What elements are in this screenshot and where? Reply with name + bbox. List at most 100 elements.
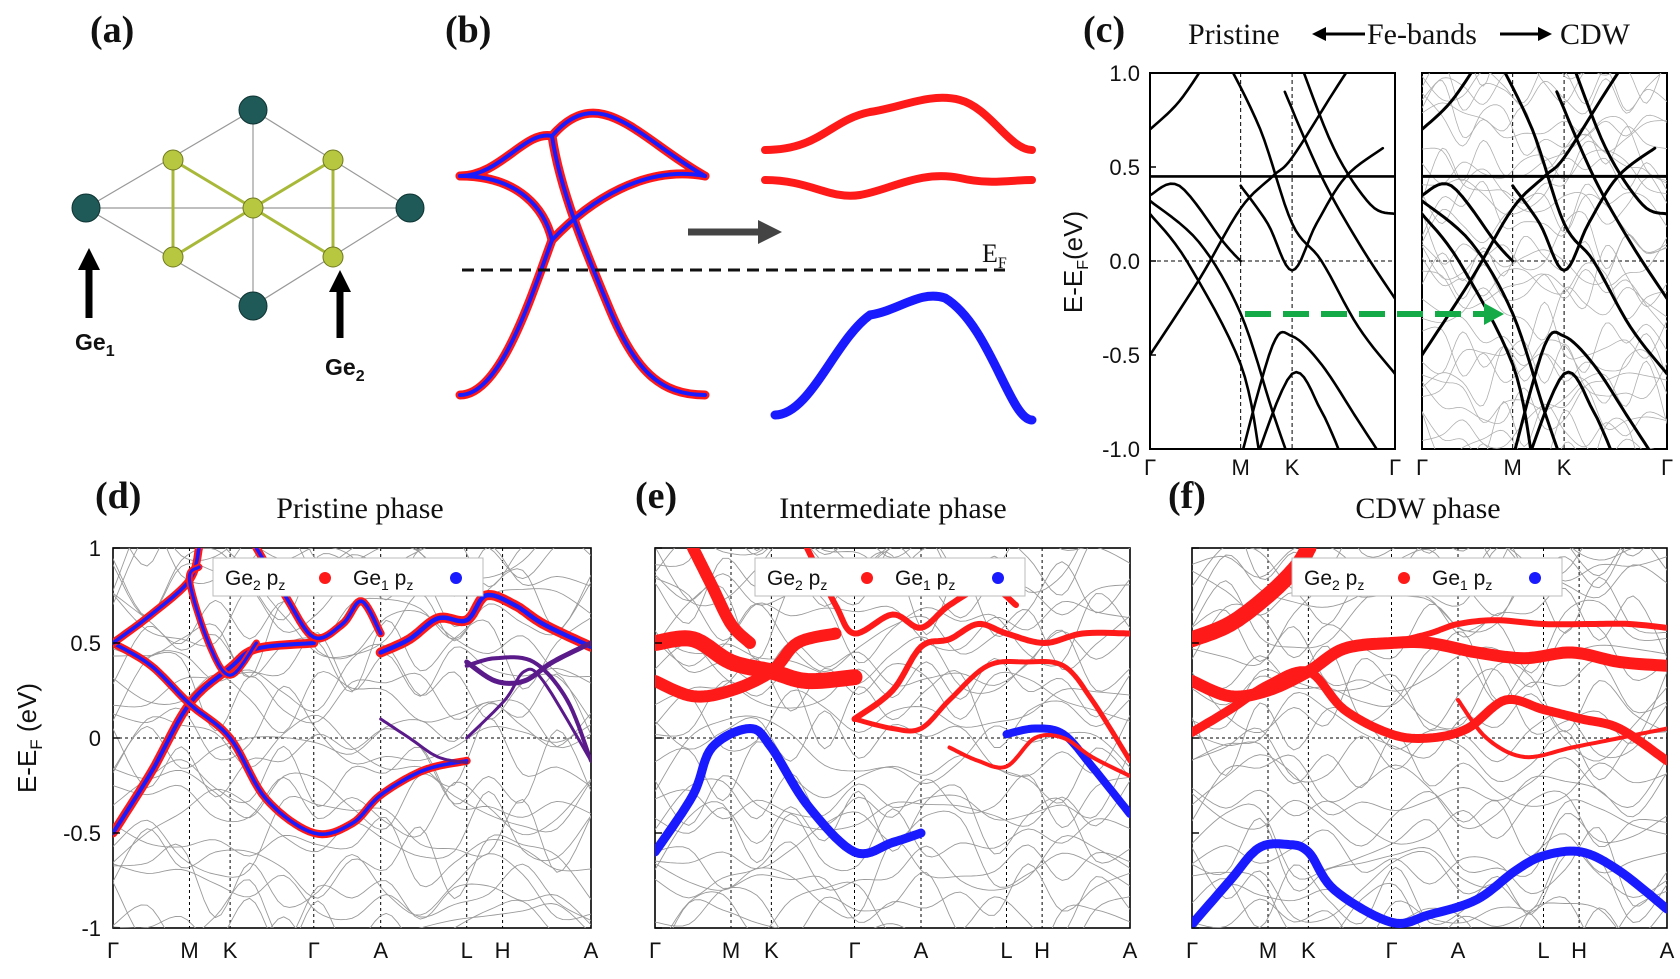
- ge2-atom: [242, 197, 264, 219]
- background-band: [655, 835, 1130, 899]
- fe-atom: [238, 291, 268, 321]
- transition-arrow: [688, 220, 782, 244]
- weak-band: [1476, 417, 1636, 449]
- background-band: [655, 551, 1130, 637]
- legend-box: [1291, 557, 1563, 597]
- weak-band: [1422, 181, 1667, 237]
- fe-band: [1555, 90, 1667, 301]
- background-band: [113, 632, 591, 708]
- weak-band: [1422, 340, 1667, 399]
- ge2-pz-band: [687, 548, 756, 649]
- weak-band: [1422, 157, 1667, 216]
- background-band: [655, 658, 1130, 726]
- fe-band: [1283, 90, 1395, 300]
- background-band: [113, 795, 591, 878]
- panel-a: (a) Ge1: [71, 9, 425, 385]
- background-band: [173, 548, 422, 562]
- ge1-pz-band: [113, 548, 201, 645]
- x-tick-label: Γ: [1661, 455, 1673, 480]
- weak-band: [1422, 140, 1667, 204]
- background-band: [113, 671, 591, 749]
- weak-band: [1422, 236, 1667, 286]
- x-tick-label: Γ: [1385, 938, 1397, 963]
- panel-b-label: (b): [445, 9, 491, 51]
- background-band: [113, 651, 591, 735]
- ge1-pz-band: [113, 641, 469, 836]
- ge2-bonds: [171, 157, 335, 260]
- ge2-label: Ge2: [325, 354, 365, 385]
- panel-c-ylabel: E-EF(eV): [1058, 211, 1092, 313]
- background-band: [655, 669, 1130, 750]
- fe-band: [1150, 182, 1242, 263]
- background-band: [1192, 631, 1667, 708]
- x-tick-label: A: [1123, 938, 1138, 963]
- ge1-pz-band: [378, 592, 591, 655]
- background-band: [655, 751, 1130, 821]
- band-lines: [113, 548, 591, 928]
- background-band: [113, 714, 591, 787]
- x-tick-label: H: [1571, 938, 1587, 963]
- background-band: [113, 863, 591, 921]
- fe-band: [1422, 73, 1473, 131]
- legend-ge2-marker: [1398, 572, 1410, 584]
- x-tick-label: L: [1537, 938, 1549, 963]
- band-lines: [1150, 73, 1395, 449]
- background-band: [113, 843, 591, 921]
- background-band: [655, 582, 1130, 667]
- fe-band: [1511, 146, 1657, 272]
- legend-box: [212, 557, 484, 597]
- panel-e-label: (e): [635, 475, 677, 517]
- ge2-pz-band: [1388, 617, 1667, 646]
- panel-a-label: (a): [90, 9, 134, 51]
- weak-band: [1422, 73, 1667, 115]
- fe-band: [1530, 370, 1613, 449]
- background-band: [113, 617, 591, 693]
- background-band: [1192, 817, 1667, 892]
- ge1-pz-band: [655, 724, 926, 859]
- x-tick-label: Γ: [1389, 455, 1401, 480]
- x-tick-label: M: [722, 938, 740, 963]
- background-band: [655, 784, 1130, 864]
- y-tick-label: 0: [89, 726, 101, 751]
- mixed-band: [379, 717, 469, 765]
- panel-e-title: Intermediate phase: [779, 492, 1006, 525]
- background-band: [113, 685, 591, 765]
- panel-d-ylabel: E-EF (eV): [12, 683, 46, 793]
- fe-band: [1258, 370, 1340, 449]
- background-band: [672, 899, 1130, 928]
- ge2-atom: [162, 149, 184, 171]
- y-tick-label: -1.0: [1102, 437, 1140, 462]
- x-tick-label: A: [914, 938, 929, 963]
- background-band: [1192, 871, 1667, 928]
- fe-band: [1302, 73, 1395, 216]
- fe-atom: [71, 193, 101, 223]
- panel-f-title: CDW phase: [1355, 492, 1500, 525]
- ge1-label: Ge1: [75, 329, 115, 360]
- ge2-atom: [162, 246, 184, 268]
- x-tick-label: K: [1285, 455, 1300, 480]
- x-tick-label: K: [223, 938, 238, 963]
- background-band: [1249, 548, 1635, 561]
- ge-atoms: [162, 149, 344, 268]
- background-band: [113, 728, 591, 805]
- x-tick-label: L: [1000, 938, 1012, 963]
- ge1-pz-band: [113, 640, 316, 836]
- weak-band: [1422, 386, 1667, 449]
- background-band: [655, 741, 1130, 804]
- band-lines: [1422, 73, 1667, 449]
- mixed-band: [464, 640, 591, 686]
- x-tick-label: M: [180, 938, 198, 963]
- background-band: [1192, 548, 1645, 583]
- background-band: [1192, 754, 1667, 830]
- background-band: [1192, 803, 1667, 880]
- ge1-pz-band: [187, 565, 258, 677]
- fe-band: [1239, 146, 1385, 272]
- background-band: [113, 879, 591, 928]
- weak-band: [1422, 372, 1667, 431]
- split-band-upper: [761, 93, 1036, 154]
- x-tick-label: H: [495, 938, 511, 963]
- weak-band: [1422, 192, 1667, 253]
